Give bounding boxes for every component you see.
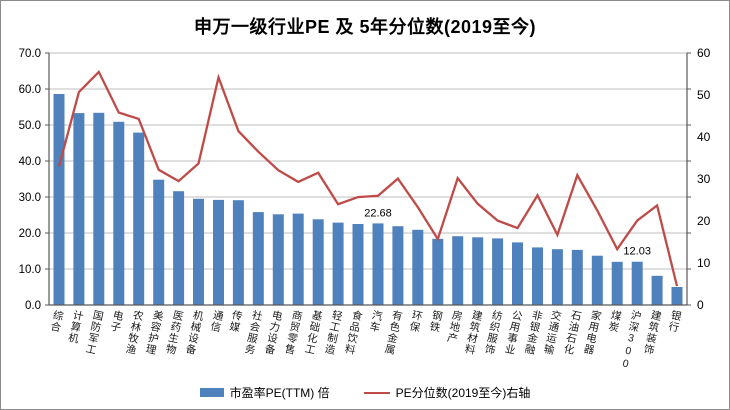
y-axis-label-left: 40.0 xyxy=(19,156,41,168)
bar xyxy=(532,247,543,305)
y-axis-label-left: 30.0 xyxy=(19,192,41,204)
y-axis-label-right: 10 xyxy=(697,256,711,270)
bar-series-swatch xyxy=(199,388,224,397)
y-axis-label-left: 10.0 xyxy=(19,264,41,276)
bar xyxy=(651,275,663,305)
line-series-swatch xyxy=(363,391,390,394)
bar xyxy=(452,236,464,305)
legend-label-pe: 市盈率PE(TTM) 倍 xyxy=(229,386,330,400)
chart-title: 申万一级行业PE 及 5年分位数(2019至今) xyxy=(193,17,537,37)
bar xyxy=(432,238,444,305)
bar xyxy=(492,238,504,305)
bar xyxy=(213,199,224,305)
y-axis-label-right: 50 xyxy=(697,88,711,102)
legend-item-percentile-line: PE分位数(2019至今)右轴 xyxy=(363,384,531,401)
bar xyxy=(133,132,145,305)
bar xyxy=(193,198,204,305)
bar xyxy=(332,222,344,305)
bar xyxy=(571,249,583,305)
bar xyxy=(232,200,244,305)
y-axis-label-left: 50.0 xyxy=(19,120,41,132)
bar xyxy=(272,214,284,305)
bar xyxy=(412,229,424,305)
y-axis-label-left: 70.0 xyxy=(19,48,41,60)
bar xyxy=(93,112,105,305)
bar xyxy=(372,223,384,305)
y-axis-label-left: 20.0 xyxy=(19,228,41,240)
data-label: 12.03 xyxy=(623,246,651,258)
bar xyxy=(53,94,65,305)
legend-item-pe-bars: 市盈率PE(TTM) 倍 xyxy=(199,384,330,401)
bar xyxy=(611,261,623,305)
bar xyxy=(392,226,404,305)
bar xyxy=(591,255,603,305)
y-axis-label-right: 0 xyxy=(697,298,704,312)
bar xyxy=(472,237,484,305)
y-axis-label-right: 20 xyxy=(697,214,711,228)
bar xyxy=(173,191,185,305)
legend-label-percentile: PE分位数(2019至今)右轴 xyxy=(395,386,531,400)
y-axis-label-left: 60.0 xyxy=(19,84,41,96)
data-label: 22.68 xyxy=(364,207,392,219)
bar xyxy=(73,113,85,305)
bar xyxy=(631,261,643,305)
y-axis-label-right: 40 xyxy=(697,130,711,144)
bar xyxy=(671,287,683,305)
bar xyxy=(292,213,304,305)
bar xyxy=(352,224,364,305)
legend: 市盈率PE(TTM) 倍 PE分位数(2019至今)右轴 xyxy=(1,384,729,401)
bar xyxy=(252,212,264,305)
bar xyxy=(512,242,523,305)
y-axis-label-right: 60 xyxy=(697,46,711,60)
bar xyxy=(312,219,324,305)
y-axis-label-right: 30 xyxy=(697,172,711,186)
bar xyxy=(551,249,563,305)
y-axis-label-left: 0.0 xyxy=(25,300,41,312)
bar xyxy=(113,121,125,305)
bar xyxy=(153,179,165,305)
pe-percentile-line xyxy=(57,69,679,287)
